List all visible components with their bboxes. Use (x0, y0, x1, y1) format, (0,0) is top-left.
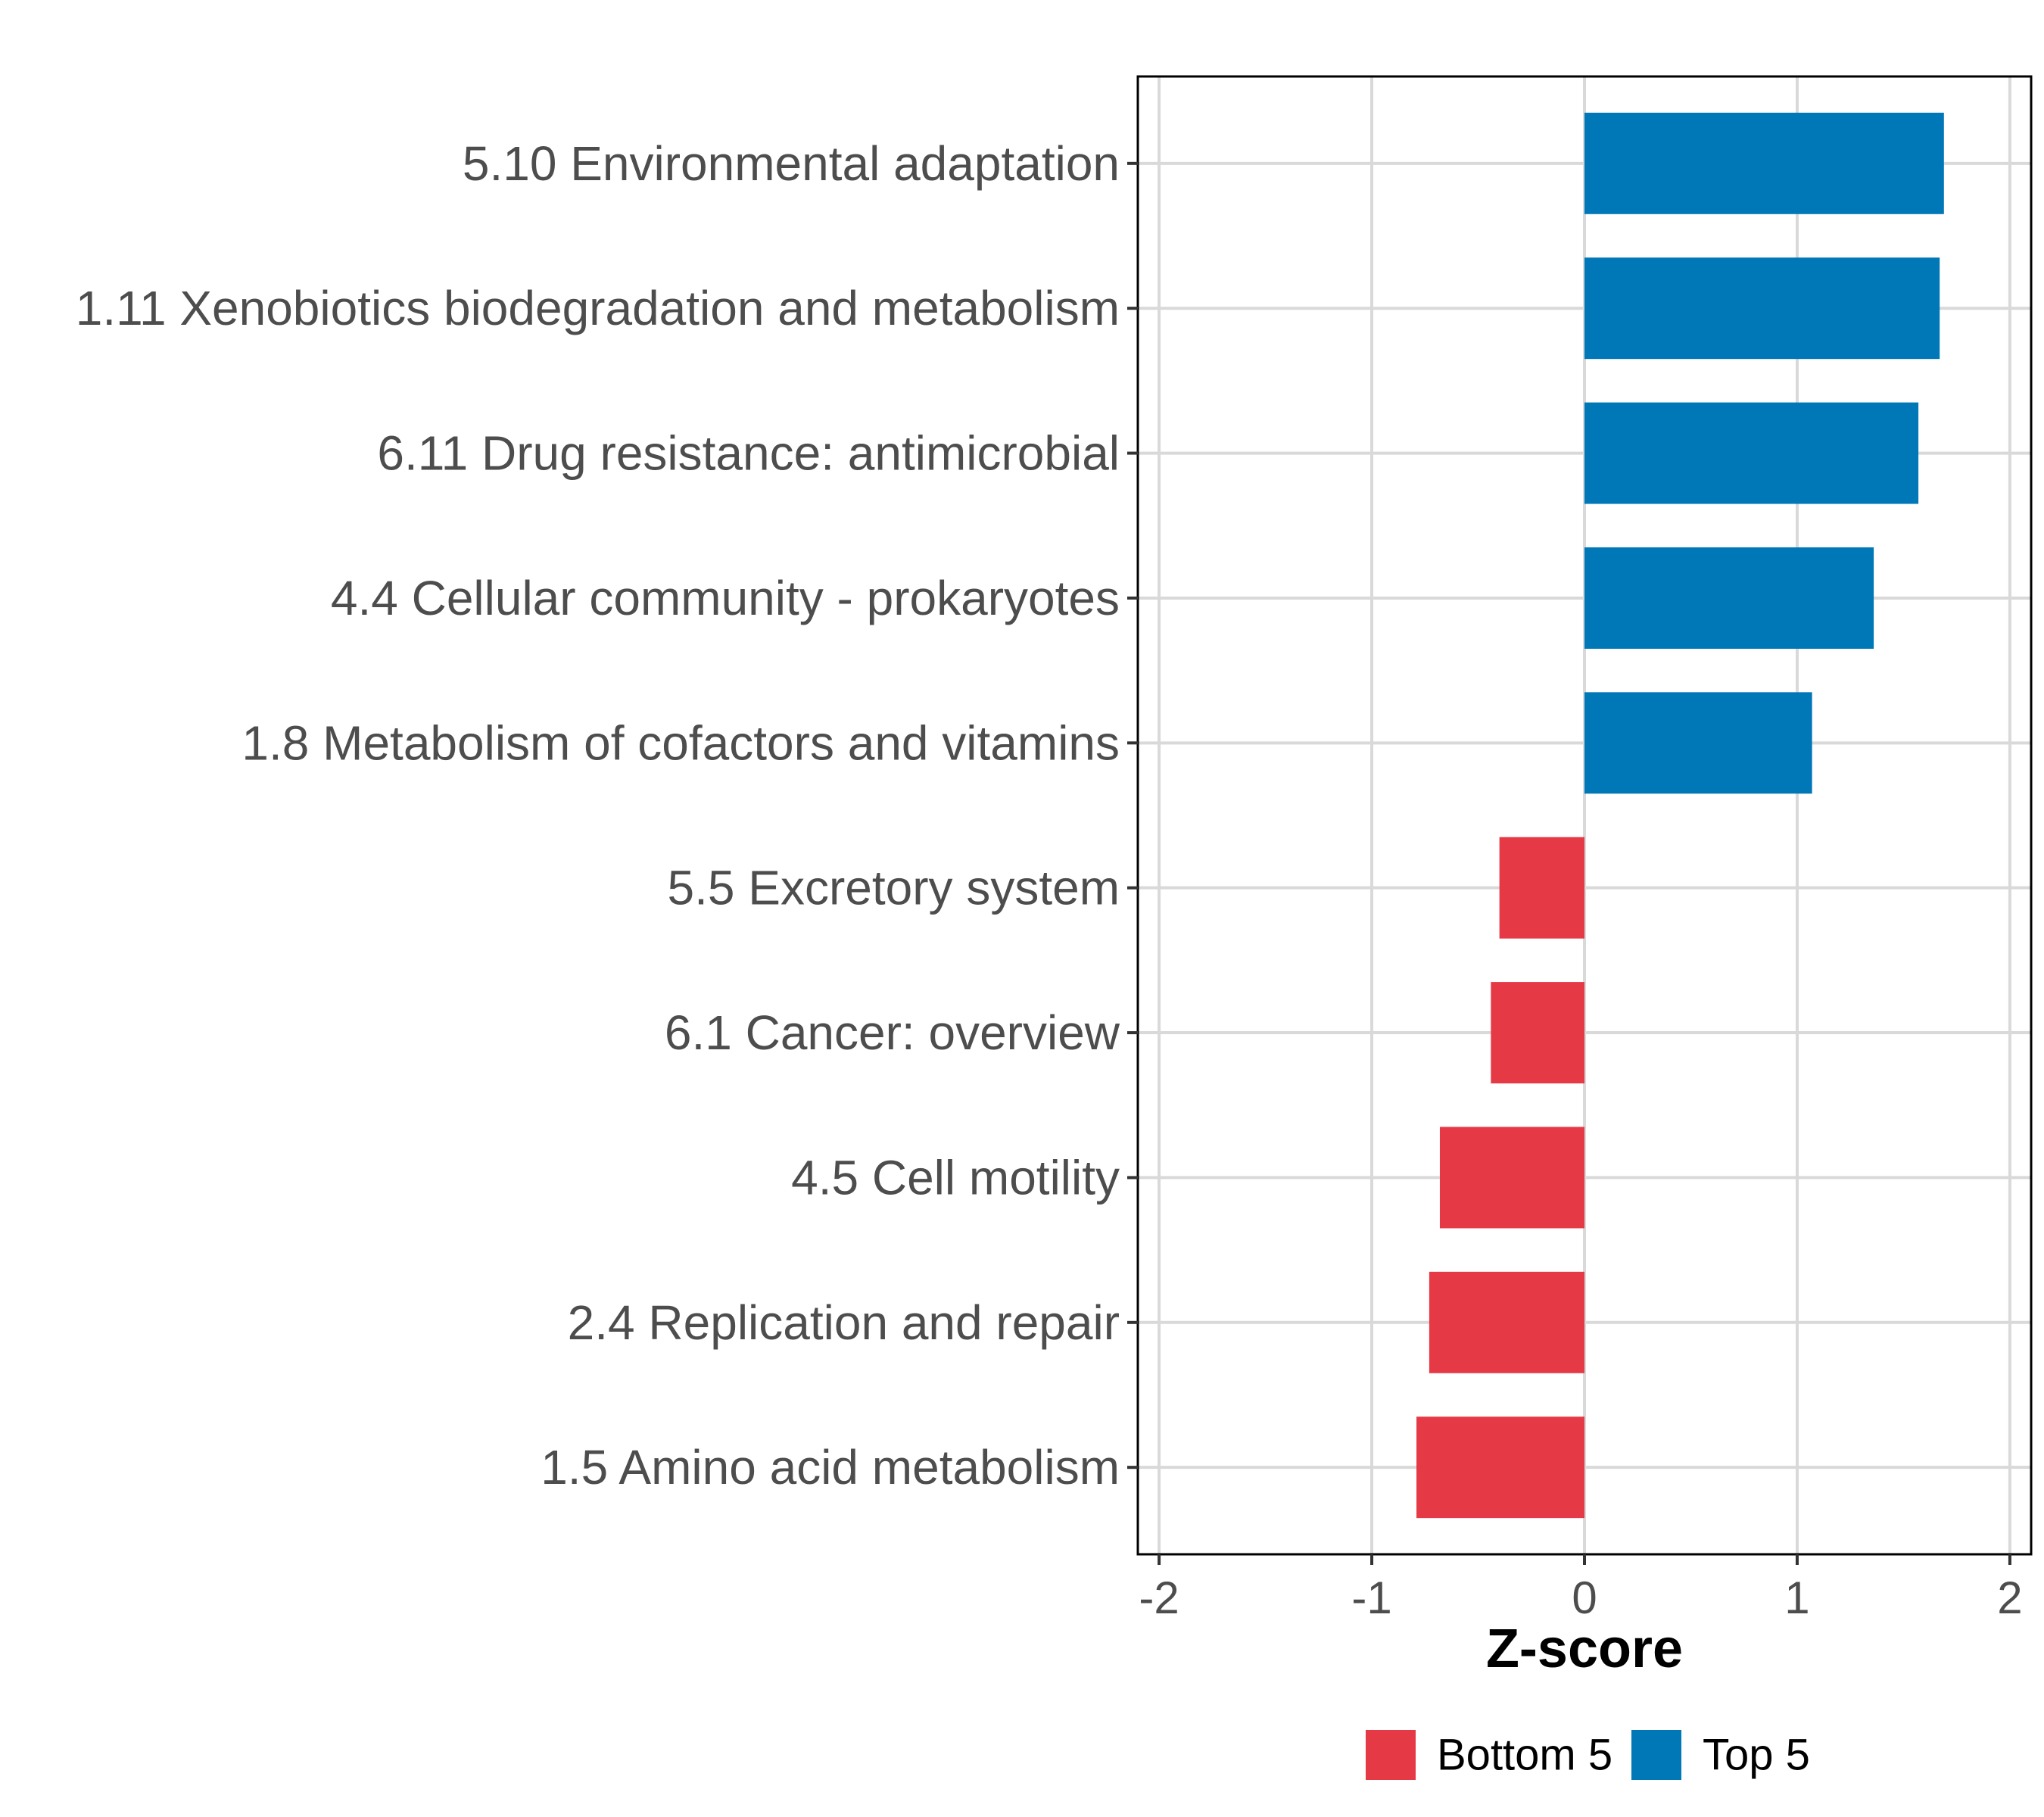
x-tick-label: -1 (1351, 1572, 1391, 1623)
legend-swatch (1366, 1730, 1416, 1780)
bar (1584, 547, 1874, 649)
bar (1584, 692, 1812, 794)
bar (1429, 1271, 1584, 1373)
category-label: 5.10 Environmental adaptation (463, 136, 1120, 191)
x-tick-label: 0 (1572, 1572, 1597, 1623)
bar (1499, 837, 1584, 939)
category-label: 2.4 Replication and repair (568, 1295, 1120, 1350)
bar (1416, 1417, 1584, 1519)
category-label: 1.11 Xenobiotics biodegradation and meta… (76, 281, 1120, 335)
bar (1584, 402, 1919, 504)
x-tick-label: 2 (1997, 1572, 2022, 1623)
bars (1416, 112, 1944, 1519)
legend-label: Bottom 5 (1437, 1731, 1612, 1780)
bar (1439, 1127, 1584, 1229)
category-label: 5.5 Excretory system (668, 861, 1120, 915)
category-label: 6.11 Drug resistance: antimicrobial (377, 426, 1120, 481)
x-axis: -2 -1 0 1 2 (1139, 1554, 2023, 1623)
x-tick-label: 1 (1784, 1572, 1809, 1623)
category-label: 4.5 Cell motility (791, 1150, 1120, 1205)
legend: Bottom 5 Top 5 (1366, 1730, 1810, 1780)
bar (1584, 257, 1940, 360)
legend-swatch (1631, 1730, 1681, 1780)
category-label: 1.8 Metabolism of cofactors and vitamins (241, 715, 1120, 770)
category-label: 6.1 Cancer: overview (665, 1005, 1120, 1060)
bar (1491, 982, 1584, 1084)
y-axis: 5.10 Environmental adaptation 1.11 Xenobi… (76, 136, 1138, 1494)
category-label: 1.5 Amino acid metabolism (541, 1440, 1120, 1494)
x-tick-label: -2 (1139, 1572, 1179, 1623)
legend-label: Top 5 (1703, 1731, 1810, 1780)
category-label: 4.4 Cellular community - prokaryotes (331, 571, 1120, 625)
x-axis-title: Z-score (1486, 1619, 1683, 1679)
bar (1584, 112, 1944, 214)
